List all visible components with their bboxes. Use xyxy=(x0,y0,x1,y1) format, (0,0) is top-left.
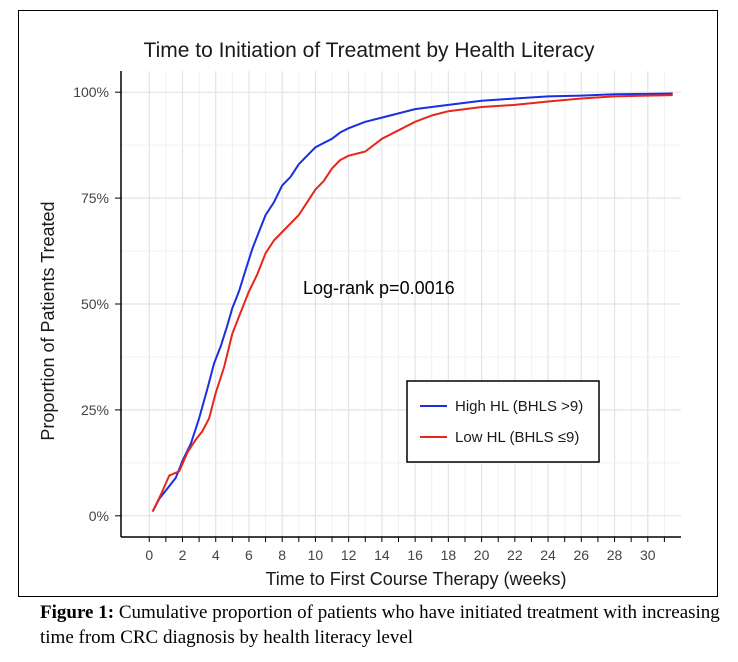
x-tick-label: 14 xyxy=(374,547,390,563)
x-axis-label: Time to First Course Therapy (weeks) xyxy=(265,569,566,589)
x-tick-label: 8 xyxy=(278,547,286,563)
x-tick-label: 24 xyxy=(540,547,556,563)
x-tick-label: 2 xyxy=(179,547,187,563)
logrank-annotation: Log-rank p=0.0016 xyxy=(303,278,455,298)
x-tick-label: 22 xyxy=(507,547,523,563)
series-lines xyxy=(151,92,673,513)
km-chart: Time to Initiation of Treatment by Healt… xyxy=(38,39,681,589)
legend: High HL (BHLS >9) Low HL (BHLS ≤9) xyxy=(406,380,600,463)
figure-caption: Figure 1: Cumulative proportion of patie… xyxy=(40,600,720,650)
caption-text: Cumulative proportion of patients who ha… xyxy=(40,602,720,648)
y-axis-label: Proportion of Patients Treated xyxy=(38,201,58,440)
series-line-low-hl xyxy=(151,94,673,513)
x-tick-label: 4 xyxy=(212,547,220,563)
caption-label: Figure 1: xyxy=(40,602,115,623)
x-tick-label: 10 xyxy=(308,547,324,563)
x-tick-label: 28 xyxy=(607,547,623,563)
grid-lines xyxy=(121,71,681,537)
x-tick-label: 26 xyxy=(574,547,590,563)
x-tick-label: 16 xyxy=(407,547,423,563)
x-tick-label: 30 xyxy=(640,547,656,563)
tick-labels: 0 2 4 6 8 10 12 14 16 18 20 22 24 26 28 300%25%50%75%10… xyxy=(73,84,656,563)
figure-frame: Time to Initiation of Treatment by Healt… xyxy=(18,10,718,597)
x-tick-label: 18 xyxy=(441,547,457,563)
x-tick-label: 20 xyxy=(474,547,490,563)
x-tick-label: 6 xyxy=(245,547,253,563)
y-tick-label: 25% xyxy=(81,402,109,418)
series-line-high-hl xyxy=(151,92,673,513)
legend-box xyxy=(406,380,600,463)
x-tick-label: 12 xyxy=(341,547,357,563)
x-tick-label: 0 xyxy=(145,547,153,563)
chart-title: Time to Initiation of Treatment by Healt… xyxy=(144,39,595,62)
legend-label-low-hl: Low HL (BHLS ≤9) xyxy=(455,429,579,446)
legend-label-high-hl: High HL (BHLS >9) xyxy=(455,398,583,415)
y-tick-label: 0% xyxy=(89,508,109,524)
y-tick-label: 100% xyxy=(73,84,109,100)
y-tick-label: 75% xyxy=(81,190,109,206)
y-tick-label: 50% xyxy=(81,296,109,312)
axes xyxy=(115,71,681,542)
